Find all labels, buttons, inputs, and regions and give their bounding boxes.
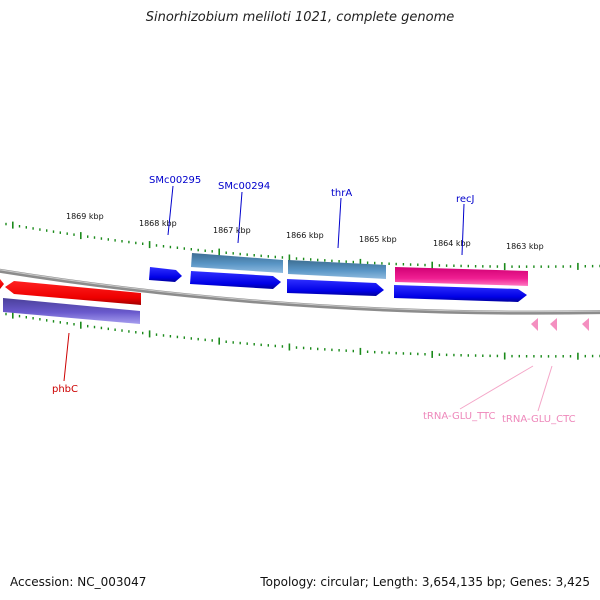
label-thra: thrA [331, 188, 352, 199]
cds-thra [287, 279, 384, 296]
leader-recj [461, 203, 465, 256]
label-phbc: phbC [52, 384, 78, 395]
genome-backbone [0, 268, 600, 315]
leader-thra [337, 197, 342, 249]
cds-phbc [5, 281, 141, 305]
kbp-label-1869: 1869 kbp [66, 212, 104, 221]
features [0, 253, 589, 331]
accession-text: Accession: NC_003047 [10, 575, 147, 589]
label-smc00295: SMc00295 [149, 175, 201, 186]
gene-labels: SMc00295 SMc00294 thrA recJ phbC tRNA-GL… [52, 175, 576, 425]
leader-phbc [63, 332, 70, 382]
topology-text: Topology: circular; Length: 3,654,135 bp… [260, 575, 590, 589]
genome-backbone-highlight [0, 269, 600, 313]
trna-glu-ctc-arrow [550, 318, 557, 331]
cds-smc00294-steel [191, 253, 283, 273]
cds-recj-blue [394, 285, 527, 302]
cds-recj [395, 267, 528, 286]
map-title: Sinorhizobium meliloti 1021, complete ge… [145, 10, 455, 25]
cds-red-left-edge [0, 279, 4, 289]
label-smc00294: SMc00294 [218, 181, 270, 192]
lower-tick-row [5, 311, 600, 360]
leader-trna-ctc [537, 365, 553, 412]
label-trna-glu-ctc: tRNA-GLU_CTC [502, 414, 576, 425]
kbp-labels: 1869 kbp 1868 kbp 1867 kbp 1866 kbp 1865… [66, 212, 544, 251]
kbp-label-1867: 1867 kbp [213, 226, 251, 235]
cds-thra-steel [288, 260, 386, 279]
cds-purple [3, 298, 140, 324]
leader-trna-ttc [459, 365, 534, 410]
kbp-label-1863: 1863 kbp [506, 242, 544, 251]
cds-smc00294 [190, 271, 281, 289]
kbp-label-1864: 1864 kbp [433, 239, 471, 248]
kbp-label-1866: 1866 kbp [286, 231, 324, 240]
leader-smc00295 [167, 185, 174, 236]
trna-glu-ttc-arrow [531, 318, 538, 331]
label-trna-glu-ttc: tRNA-GLU_TTC [423, 411, 496, 422]
cds-smc00295 [149, 267, 182, 282]
kbp-label-1865: 1865 kbp [359, 235, 397, 244]
label-recj: recJ [456, 194, 475, 205]
leader-lines [63, 185, 553, 412]
trna-right-arrow [582, 318, 589, 331]
upper-tick-row [5, 221, 600, 271]
leader-smc00294 [237, 191, 243, 244]
kbp-label-1868: 1868 kbp [139, 219, 177, 228]
